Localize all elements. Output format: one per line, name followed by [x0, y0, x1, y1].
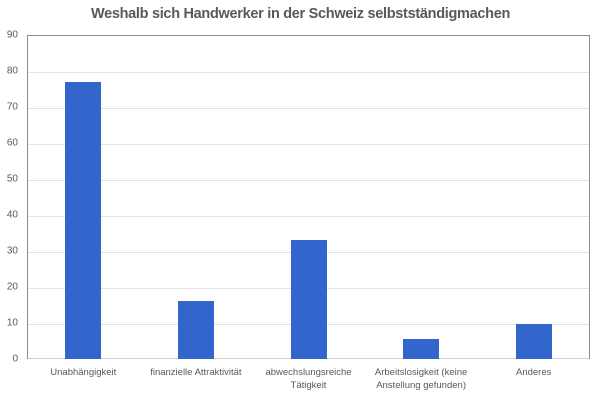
gridline — [28, 72, 589, 73]
bar — [177, 301, 214, 359]
x-tick-label: Anderes — [515, 367, 552, 378]
x-tick-label: Unabhängigkeit — [50, 367, 117, 378]
y-tick-label: 20 — [6, 281, 18, 293]
gridline — [28, 180, 589, 181]
bar — [290, 240, 327, 359]
y-tick-label: 10 — [6, 317, 18, 329]
y-tick-label: 30 — [6, 245, 18, 257]
y-tick-label: 50 — [6, 173, 18, 185]
y-tick-label: 60 — [6, 137, 18, 149]
gridline — [28, 108, 589, 109]
plot-area — [27, 35, 590, 359]
gridline — [28, 216, 589, 217]
x-tick-label: abwechslungsreiche Tätigkeit — [265, 367, 352, 391]
y-tick-label: 0 — [12, 353, 18, 365]
y-tick-label: 90 — [6, 29, 18, 41]
chart-title: Weshalb sich Handwerker in der Schweiz s… — [90, 6, 511, 22]
x-tick-label: Arbeitslosigkeit (keine Anstellung gefun… — [374, 367, 468, 391]
gridline — [28, 144, 589, 145]
y-tick-label: 40 — [6, 209, 18, 221]
bar — [65, 81, 102, 359]
y-tick-label: 80 — [6, 65, 18, 77]
y-tick-label: 70 — [6, 101, 18, 113]
x-tick-label: finanzielle Attraktivität — [150, 367, 242, 378]
bar — [515, 324, 552, 359]
bar — [403, 339, 440, 359]
